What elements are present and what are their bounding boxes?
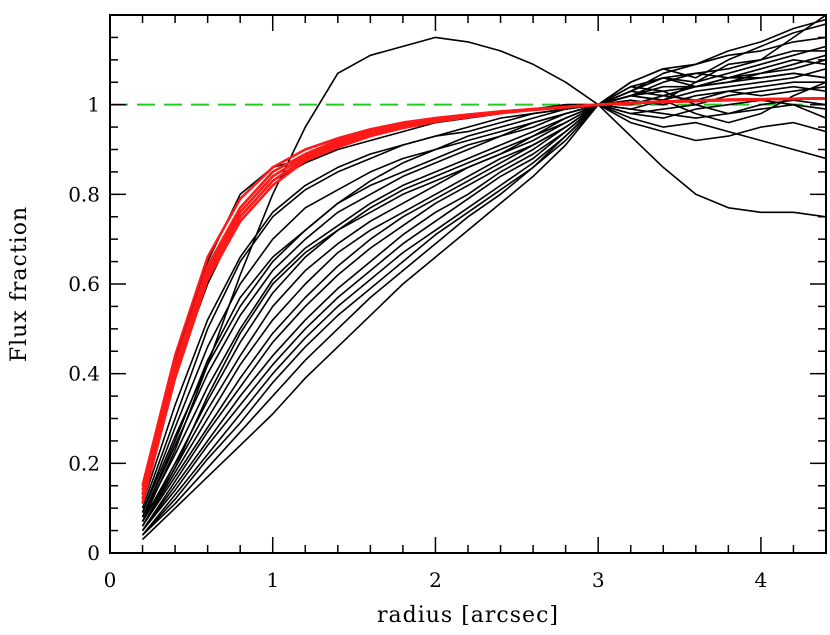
black-series-line-8 <box>141 59 826 518</box>
black-series-line-6 <box>141 15 826 513</box>
y-tick-label: 0 <box>87 541 100 565</box>
black-series-line-2 <box>141 50 826 500</box>
red-series-line-3 <box>141 97 826 496</box>
x-tick-label: 4 <box>755 568 768 592</box>
y-tick-label: 0.6 <box>68 272 100 296</box>
red-series-layer <box>141 97 826 505</box>
black-series-line-21 <box>141 81 826 518</box>
red-series-line-2 <box>141 97 826 491</box>
black-series-line-16 <box>141 81 826 536</box>
black-series-line-13 <box>141 36 826 532</box>
black-series-line-22 <box>141 72 826 527</box>
black-series-line-15 <box>141 45 826 532</box>
black-series-line-11 <box>141 54 826 527</box>
black-series-line-9 <box>141 68 826 522</box>
red-series-line-5 <box>141 97 826 505</box>
x-tick-label: 1 <box>266 568 279 592</box>
y-axis-title: Flux fraction <box>7 206 32 362</box>
x-tick-label: 3 <box>592 568 605 592</box>
x-tick-label: 2 <box>429 568 442 592</box>
black-series-line-7 <box>141 99 826 518</box>
black-series-line-4 <box>141 103 826 509</box>
axis-ticks-layer <box>109 14 827 554</box>
tick-labels-layer: 0 1 2 3 4 0 0.2 0.4 0.6 0.8 1 <box>68 93 767 592</box>
black-series-line-20 <box>141 36 826 522</box>
black-series-line-18 <box>141 99 826 536</box>
black-series-line-14 <box>141 103 826 532</box>
x-tick-label: 0 <box>104 568 117 592</box>
black-series-layer <box>141 15 826 541</box>
y-tick-label: 0.2 <box>68 451 100 475</box>
y-tick-label: 0.4 <box>68 362 100 386</box>
black-series-line-12 <box>141 85 826 527</box>
plot-frame <box>109 14 827 554</box>
black-series-line-5 <box>141 23 826 513</box>
y-tick-label: 0.8 <box>68 182 100 206</box>
y-tick-label: 1 <box>87 93 100 117</box>
black-series-line-17 <box>141 18 826 536</box>
x-axis-title: radius [arcsec] <box>377 603 559 628</box>
